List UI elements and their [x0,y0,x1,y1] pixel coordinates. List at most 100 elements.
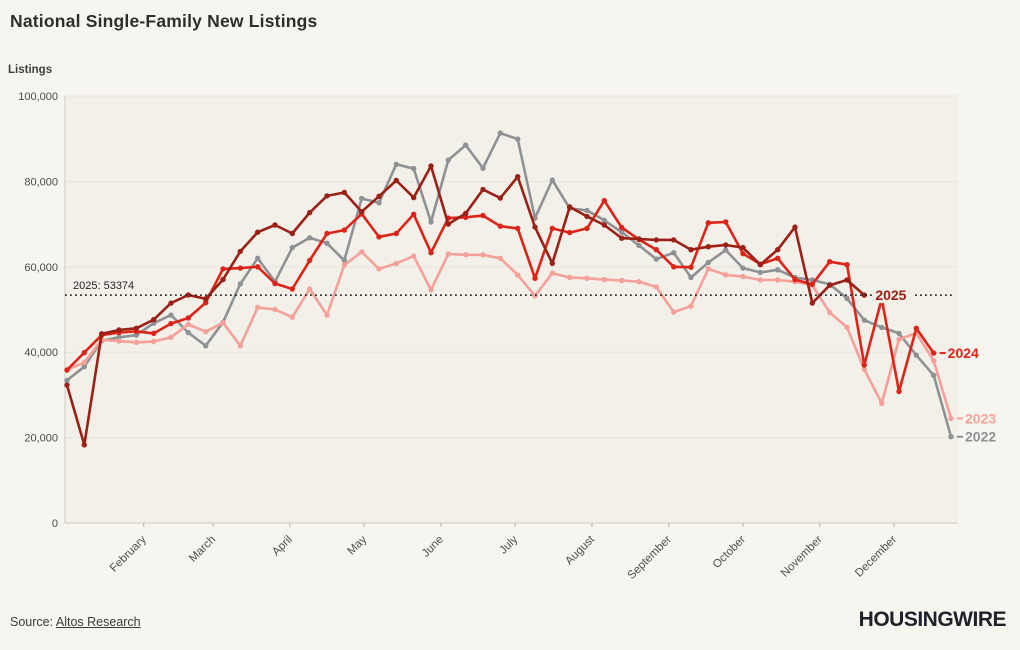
source-link[interactable]: Altos Research [55,615,141,629]
data-point-2023 [359,249,365,255]
data-point-2025 [203,296,209,302]
data-point-2022 [723,247,729,253]
data-point-2025 [99,331,105,337]
data-point-2024 [619,224,625,231]
source-prefix: Source: [10,615,56,629]
data-point-2024 [844,262,850,268]
data-point-2025 [584,213,590,220]
data-point-2024 [653,247,659,253]
data-point-2023 [480,252,486,258]
data-point-2024 [220,266,226,272]
data-point-2024 [480,212,486,219]
data-point-2023 [515,272,521,278]
data-point-2025 [723,242,729,248]
data-point-2025 [64,382,70,388]
data-point-2022 [289,244,295,251]
data-point-2024 [168,320,174,327]
data-point-2025 [688,247,694,253]
data-point-2025 [116,327,122,333]
data-point-2022 [896,330,902,337]
data-point-2024 [203,300,209,306]
data-point-2022 [185,329,191,336]
data-point-2022 [411,165,417,172]
data-point-2023 [619,277,625,284]
series-end-label-2023: 2023 [965,410,996,426]
data-point-2024 [151,330,157,337]
data-point-2025 [185,292,191,298]
series-line-2023 [65,250,953,420]
data-point-2022 [341,257,347,264]
source-note: Source: Altos Research [10,615,141,629]
plot-area [65,96,958,523]
data-point-2023 [203,329,209,335]
data-point-2022 [445,157,451,163]
x-tick-label: October [711,534,749,572]
data-point-2025 [411,194,417,201]
data-point-2024 [185,315,191,321]
data-point-2023 [844,324,850,331]
x-tick-label: June [420,534,446,560]
data-point-2023 [688,303,694,309]
data-point-2024 [549,225,555,232]
data-point-2024 [809,281,815,287]
data-point-2023 [185,321,191,328]
data-point-2024 [931,350,937,356]
x-tick-label: August [563,533,597,567]
data-point-2025 [757,262,763,268]
data-point-2025 [601,222,607,228]
data-point-2025 [376,193,382,199]
data-point-2023 [775,277,781,283]
data-point-2022 [619,229,625,235]
data-point-2022 [584,207,590,214]
data-point-2025 [237,248,243,255]
data-point-2022 [844,295,850,302]
data-point-2023 [272,306,278,313]
data-point-2022 [757,269,763,276]
data-point-2025 [151,317,157,323]
data-point-2024 [913,325,919,331]
data-point-2023 [757,277,763,283]
data-point-2023 [307,286,313,292]
data-point-2025 [653,237,659,243]
data-point-2024 [671,264,677,270]
data-point-2025 [168,300,174,306]
data-point-2022 [393,161,399,167]
data-point-2022 [428,219,434,225]
data-point-2025 [480,186,486,193]
series-line-2022 [65,131,953,439]
data-point-2024 [601,197,607,204]
data-point-2024 [584,225,590,232]
data-point-2023 [168,334,174,340]
data-point-2023 [653,284,659,290]
data-point-2024 [515,225,521,232]
data-point-2025 [324,193,330,199]
data-point-2025 [740,244,746,251]
data-point-2024 [411,211,417,217]
data-point-2022 [133,332,139,338]
data-point-2022 [376,200,382,206]
data-point-2023 [931,358,937,364]
x-tick-label: February [108,533,149,574]
data-point-2022 [948,434,954,440]
page-title: National Single-Family New Listings [10,11,318,31]
data-point-2025 [289,230,295,237]
housingwire-logo: HOUSINGWIRE [858,608,1007,631]
data-point-2025 [549,260,555,267]
data-point-2023 [723,272,729,278]
data-point-2024 [705,220,711,226]
data-point-2025 [307,209,313,216]
data-point-2023 [827,309,833,316]
data-point-2022 [324,240,330,246]
data-point-2022 [359,195,365,202]
data-point-2022 [879,324,885,331]
data-point-2025 [255,229,261,235]
data-point-2025 [133,325,139,331]
data-point-2024 [237,265,243,271]
data-point-2023 [81,359,88,366]
data-point-2022 [237,281,243,287]
data-point-2025 [567,204,573,210]
data-point-2022 [913,352,919,358]
data-point-2022 [705,259,711,266]
data-point-2024 [324,230,330,237]
data-point-2023 [324,312,330,318]
